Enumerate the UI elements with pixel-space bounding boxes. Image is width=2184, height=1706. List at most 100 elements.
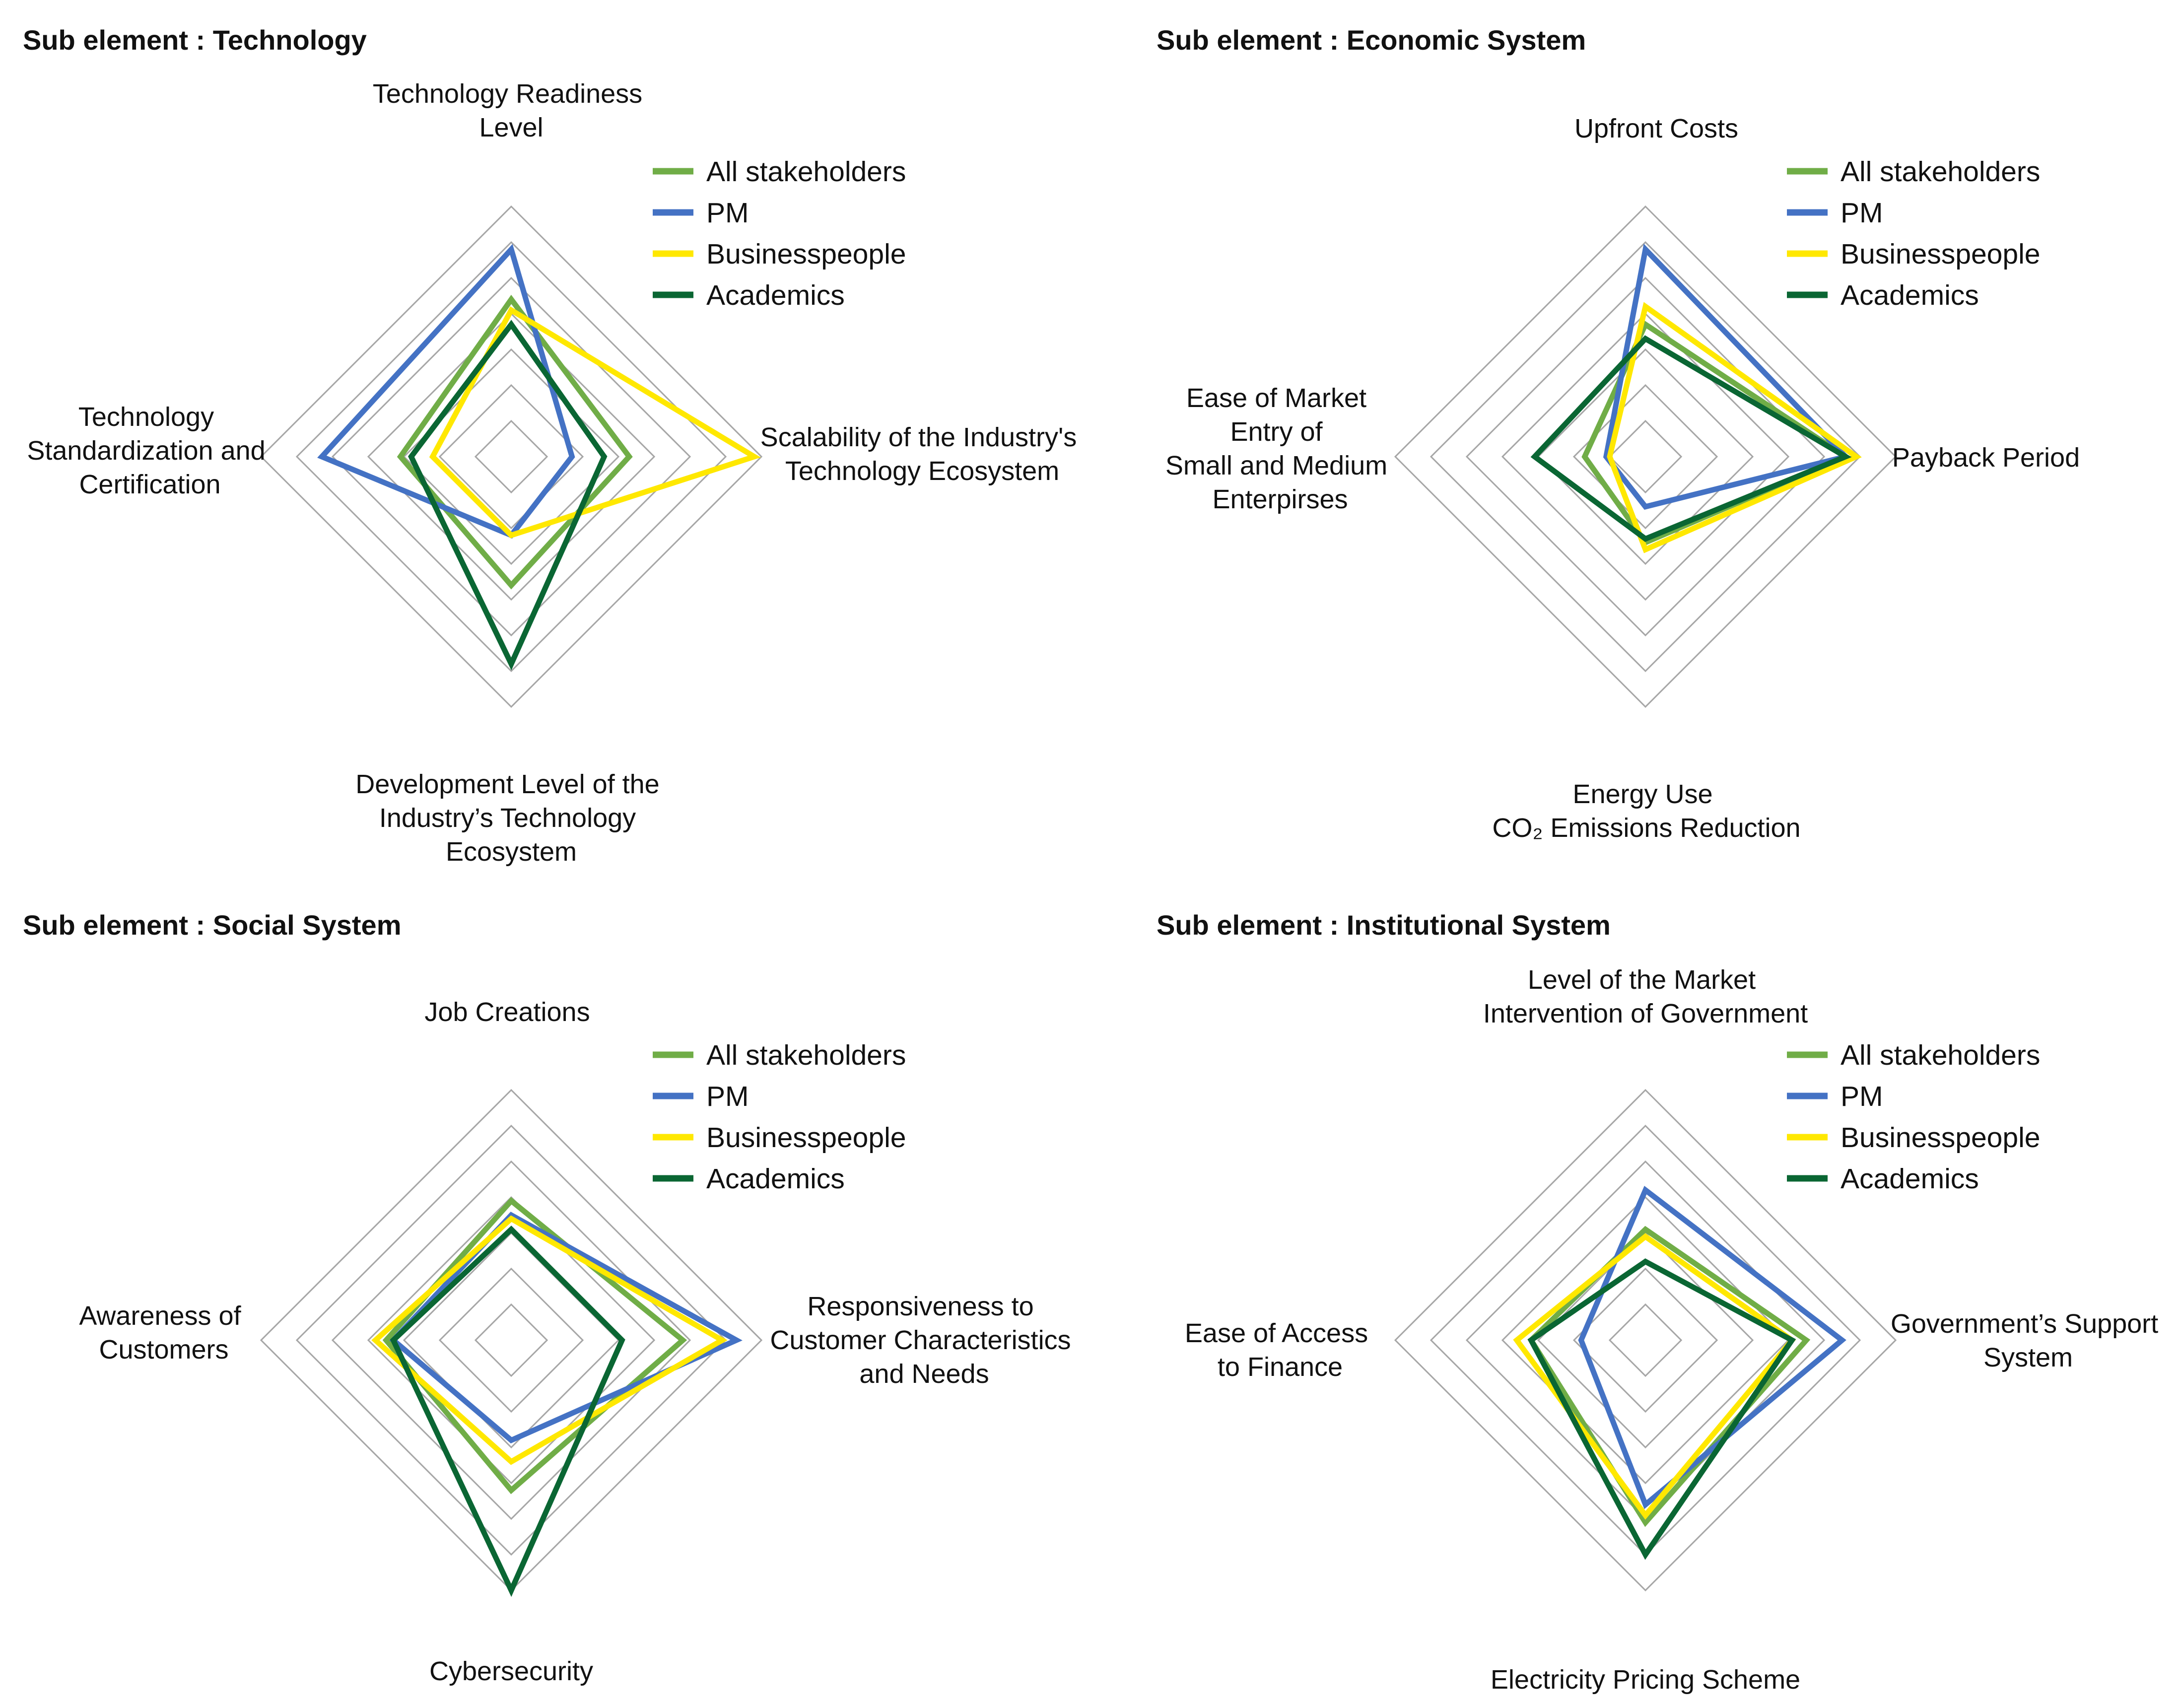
grid-ring <box>367 312 656 601</box>
grid-ring <box>1465 276 1826 637</box>
series-line-businesspeople <box>1513 1233 1796 1520</box>
legend-label-pm: PM <box>706 1081 749 1112</box>
axis-label-line: Government’s Support <box>1891 1309 2158 1339</box>
axis-label-left: Awareness of Customers <box>79 1301 248 1365</box>
grid-ring <box>1501 312 1790 601</box>
legend: All stakeholders PM Businesspeople Academic… <box>1787 156 2040 311</box>
legend: All stakeholders PM Businesspeople Academic… <box>653 1039 906 1195</box>
panel-title: Sub element : Technology <box>23 24 367 56</box>
grid-ring <box>438 384 584 530</box>
axis-label-line: Enterpirses <box>1212 484 1348 514</box>
grid-ring <box>1608 1303 1683 1377</box>
panel-social-system: Sub element : Social System Job Creation… <box>23 909 1071 1686</box>
axis-label-line: Intervention of Government <box>1483 999 1808 1028</box>
radar-series-layer <box>317 244 761 671</box>
axis-label-left: Technology Standardization and Certifica… <box>27 402 273 499</box>
axis-label-line: Responsiveness to <box>807 1292 1033 1321</box>
radar-series-layer <box>371 1197 743 1597</box>
series-line-all-stakeholders <box>397 294 633 590</box>
grid-ring <box>1537 1231 1754 1449</box>
panel-technology: Sub element : Technology Technology Read… <box>23 24 1085 867</box>
radar-grid <box>1394 205 1897 708</box>
legend-label-academics: Academics <box>1841 279 1979 311</box>
grid-ring <box>1394 1089 1897 1592</box>
axis-label-right: Government’s Support System <box>1891 1309 2166 1372</box>
series-line-academics <box>1527 1258 1796 1560</box>
legend-label-pm: PM <box>706 197 749 229</box>
axis-label-line: Customer Characteristics <box>770 1325 1071 1355</box>
grid-ring <box>331 276 691 637</box>
legend-label-all-stakeholders: All stakeholders <box>1841 156 2040 188</box>
legend-label-all-stakeholders: All stakeholders <box>1841 1039 2040 1071</box>
axis-label-line: Development Level of the <box>355 769 659 799</box>
grid-ring <box>260 205 763 708</box>
axis-label-line: System <box>1983 1343 2073 1372</box>
axis-label-line: Electricity Pricing Scheme <box>1491 1665 1800 1695</box>
legend-label-all-stakeholders: All stakeholders <box>706 1039 906 1071</box>
legend-label-academics: Academics <box>706 279 845 311</box>
axis-label-right: Scalability of the Industry's Technology… <box>760 422 1085 486</box>
series-line-pm <box>1603 243 1851 510</box>
axis-label-top: Upfront Costs <box>1574 114 1738 143</box>
axis-label-line: Technology Readiness <box>373 79 642 109</box>
grid-ring <box>367 1196 656 1485</box>
axis-label-line: Cybersecurity <box>429 1656 593 1686</box>
legend-label-businesspeople: Businesspeople <box>706 1122 906 1154</box>
series-line-businesspeople <box>1607 302 1862 553</box>
axis-label-top: Technology Readiness Level <box>373 79 650 142</box>
axis-label-line: Job Creations <box>424 997 590 1027</box>
legend-label-academics: Academics <box>1841 1163 1979 1195</box>
grid-ring <box>295 1124 727 1556</box>
radar-series-layer <box>1513 1185 1846 1560</box>
grid-ring <box>474 419 548 494</box>
legend-label-all-stakeholders: All stakeholders <box>706 156 906 188</box>
grid-ring <box>1501 1196 1790 1485</box>
axis-label-line: and Needs <box>859 1359 989 1389</box>
axis-label-line: Technology Ecosystem <box>785 456 1059 486</box>
axis-label-line: Energy Use <box>1572 779 1712 809</box>
axis-label-left: Ease of Market Entry of Small and Medium… <box>1165 383 1395 514</box>
axis-label-line: Industry’s Technology <box>379 803 636 833</box>
axis-label-bottom: Electricity Pricing Scheme <box>1491 1665 1800 1695</box>
radar-grid <box>260 205 763 708</box>
legend-label-businesspeople: Businesspeople <box>1841 1122 2040 1154</box>
grid-ring <box>295 241 727 673</box>
axis-label-line: Small and Medium <box>1165 451 1387 480</box>
axis-label-line: Ease of Access <box>1185 1318 1368 1348</box>
axis-label-line: Scalability of the Industry's <box>760 422 1077 452</box>
panel-title: Sub element : Economic System <box>1157 24 1586 56</box>
series-line-academics <box>390 1226 625 1597</box>
axis-label-line: Awareness of <box>79 1301 241 1331</box>
axis-label-line: Ease of Market <box>1186 383 1366 413</box>
axis-label-bottom: Energy Use CO₂ Emissions Reduction <box>1492 779 1800 843</box>
axis-label-right: Payback Period <box>1892 443 2080 473</box>
axis-label-line: Certification <box>79 470 220 499</box>
legend-label-pm: PM <box>1841 1081 1883 1112</box>
grid-ring <box>1394 205 1897 708</box>
axis-label-top: Level of the Market Intervention of Gove… <box>1483 965 1808 1028</box>
axis-label-line: Customers <box>99 1335 228 1365</box>
panel-title: Sub element : Institutional System <box>1157 909 1611 941</box>
grid-ring <box>1430 241 1861 673</box>
axis-label-line: Level of the Market <box>1528 965 1756 995</box>
series-line-pm <box>389 1212 743 1444</box>
axis-label-line: to Finance <box>1218 1352 1343 1382</box>
axis-label-line: Payback Period <box>1892 443 2080 473</box>
axis-label-line: Level <box>479 113 543 142</box>
legend-label-businesspeople: Businesspeople <box>706 238 906 270</box>
axis-label-bottom: Cybersecurity <box>429 1656 593 1686</box>
axis-label-line: Ecosystem <box>446 837 577 867</box>
legend: All stakeholders PM Businesspeople Academic… <box>1787 1039 2040 1195</box>
series-line-businesspeople <box>371 1215 728 1465</box>
legend-label-pm: PM <box>1841 197 1883 229</box>
grid-ring <box>1608 419 1683 494</box>
axis-label-line: Standardization and <box>27 436 265 466</box>
axis-label-left: Ease of Access to Finance <box>1185 1318 1375 1382</box>
legend-label-academics: Academics <box>706 1163 845 1195</box>
axis-label-line: Technology <box>78 402 214 432</box>
axis-label-line: CO₂ Emissions Reduction <box>1492 813 1800 843</box>
series-line-academics <box>1530 335 1852 542</box>
series-line-all-stakeholders <box>1527 1226 1811 1527</box>
panel-economic-system: Sub element : Economic System Upfront Co… <box>1157 24 2080 843</box>
